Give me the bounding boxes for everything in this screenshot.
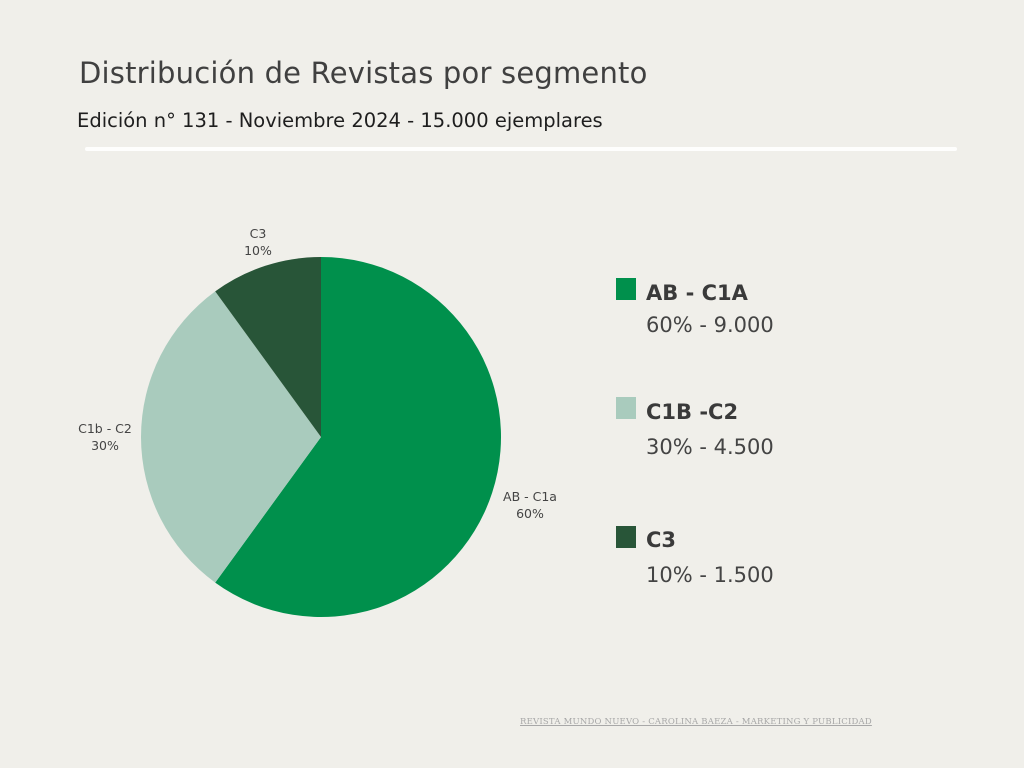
legend-name-ab-c1a: AB - C1A (646, 281, 748, 305)
pie-slice-ab-c1a (215, 257, 501, 617)
pie-label-name: AB - C1a (503, 489, 557, 504)
pie-label-percent: 60% (516, 506, 544, 521)
page-title: Distribución de Revistas por segmento (79, 56, 648, 90)
title-divider (85, 147, 957, 151)
legend-name-c1b-c2: C1B -C2 (646, 400, 739, 424)
page-subtitle: Edición n° 131 - Noviembre 2024 - 15.000… (77, 109, 603, 132)
legend-swatch-ab-c1a (616, 278, 636, 300)
legend-name-c3: C3 (646, 528, 677, 552)
legend-value-ab-c1a: 60% - 9.000 (646, 313, 774, 337)
pie-label-percent: 10% (244, 243, 272, 258)
pie-slice-c1b-c2 (141, 291, 321, 583)
legend-value-c1b-c2: 30% - 4.500 (646, 435, 774, 459)
pie-label-name: C3 (250, 226, 267, 241)
legend-value-c3: 10% - 1.500 (646, 563, 774, 587)
footer-credit: REVISTA MUNDO NUEVO - CAROLINA BAEZA - M… (520, 717, 872, 727)
pie-slice-c3 (215, 257, 321, 437)
pie-label-percent: 30% (91, 438, 119, 453)
legend-swatch-c1b-c2 (616, 397, 636, 419)
legend-swatch-c3 (616, 526, 636, 548)
pie-label-name: C1b - C2 (78, 421, 132, 436)
